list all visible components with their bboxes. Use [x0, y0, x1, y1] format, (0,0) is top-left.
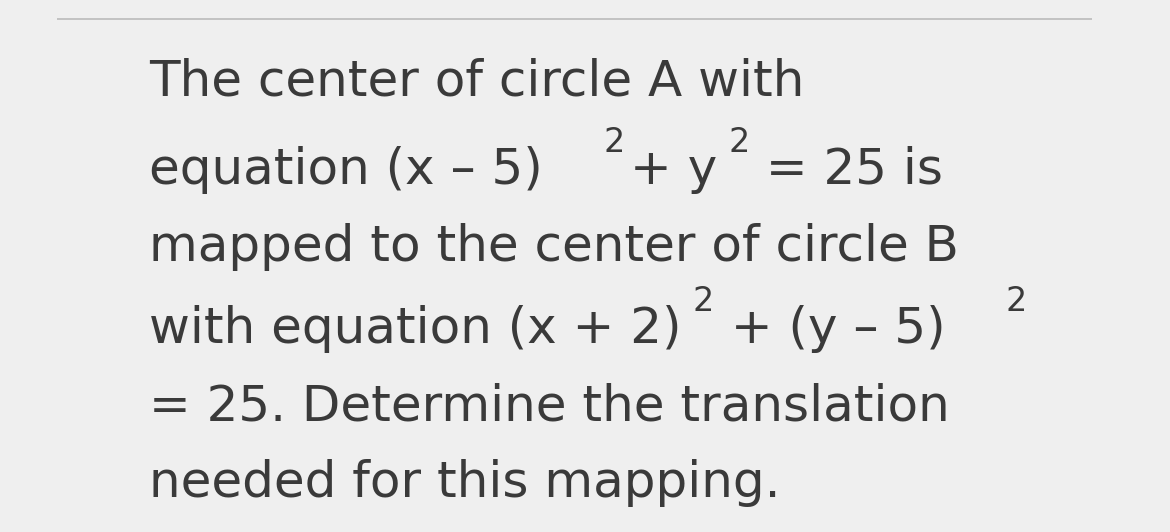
Text: 2: 2	[604, 126, 625, 159]
Text: The center of circle A with: The center of circle A with	[150, 58, 805, 106]
Text: needed for this mapping.: needed for this mapping.	[150, 460, 780, 508]
Text: mapped to the center of circle B: mapped to the center of circle B	[150, 223, 959, 271]
Text: + y: + y	[629, 146, 717, 194]
Text: with equation (x + 2): with equation (x + 2)	[150, 305, 682, 353]
Text: equation (x – 5): equation (x – 5)	[150, 146, 543, 194]
Text: = 25. Determine the translation: = 25. Determine the translation	[150, 383, 950, 430]
Text: 2: 2	[693, 285, 714, 318]
Text: 2: 2	[1005, 285, 1027, 318]
Text: 2: 2	[729, 126, 750, 159]
Text: = 25 is: = 25 is	[750, 146, 943, 194]
Text: + (y – 5): + (y – 5)	[715, 305, 945, 353]
